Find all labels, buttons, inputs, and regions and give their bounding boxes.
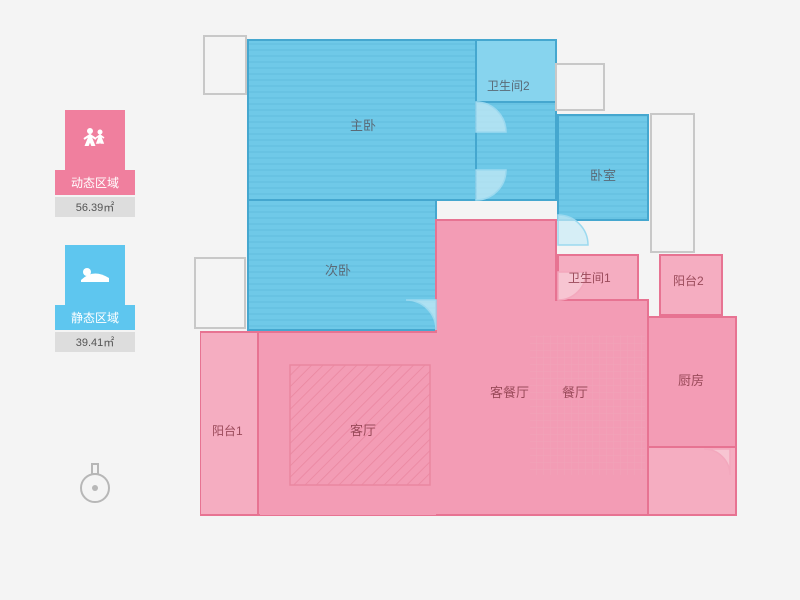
label-balcony2: 阳台2 (673, 273, 704, 288)
floor-plan: 主卧 卫生间2 卧室 次卧 卫生间1 阳台2 厨房 客餐厅 餐厅 客厅 阳台1 (200, 35, 740, 535)
legend-static-value: 39.41㎡ (55, 332, 135, 352)
label-bath2: 卫生间2 (487, 79, 530, 93)
legend-static-label: 静态区域 (55, 305, 135, 330)
people-icon (78, 123, 112, 157)
legend-dynamic-label: 动态区域 (55, 170, 135, 195)
label-bath1: 卫生间1 (568, 271, 611, 285)
label-living: 客厅 (350, 423, 376, 438)
legend-dynamic-icon (65, 110, 125, 170)
wall-cutout-2 (555, 63, 605, 111)
legend-static: 静态区域 39.41㎡ (55, 245, 135, 352)
compass-icon (75, 460, 115, 500)
hatch-dining (530, 335, 645, 475)
legend-dynamic-value: 56.39㎡ (55, 197, 135, 217)
label-dining: 餐厅 (562, 385, 588, 400)
legend-dynamic: 动态区域 56.39㎡ (55, 110, 135, 217)
label-living-dining: 客餐厅 (490, 385, 529, 400)
label-bedroom: 卧室 (590, 168, 616, 183)
sleep-icon (77, 262, 113, 288)
wall-cutout-4 (194, 257, 246, 329)
legend: 动态区域 56.39㎡ 静态区域 39.41㎡ (55, 110, 135, 380)
label-second-bedroom: 次卧 (325, 263, 351, 278)
label-balcony1: 阳台1 (212, 423, 243, 438)
wall-cutout-1 (203, 35, 247, 95)
label-master-bedroom: 主卧 (350, 118, 376, 133)
legend-static-icon (65, 245, 125, 305)
floor-plan-svg: 主卧 卫生间2 卧室 次卧 卫生间1 阳台2 厨房 客餐厅 餐厅 客厅 阳台1 (200, 35, 740, 535)
label-kitchen: 厨房 (678, 373, 704, 388)
wall-cutout-3 (650, 113, 695, 253)
